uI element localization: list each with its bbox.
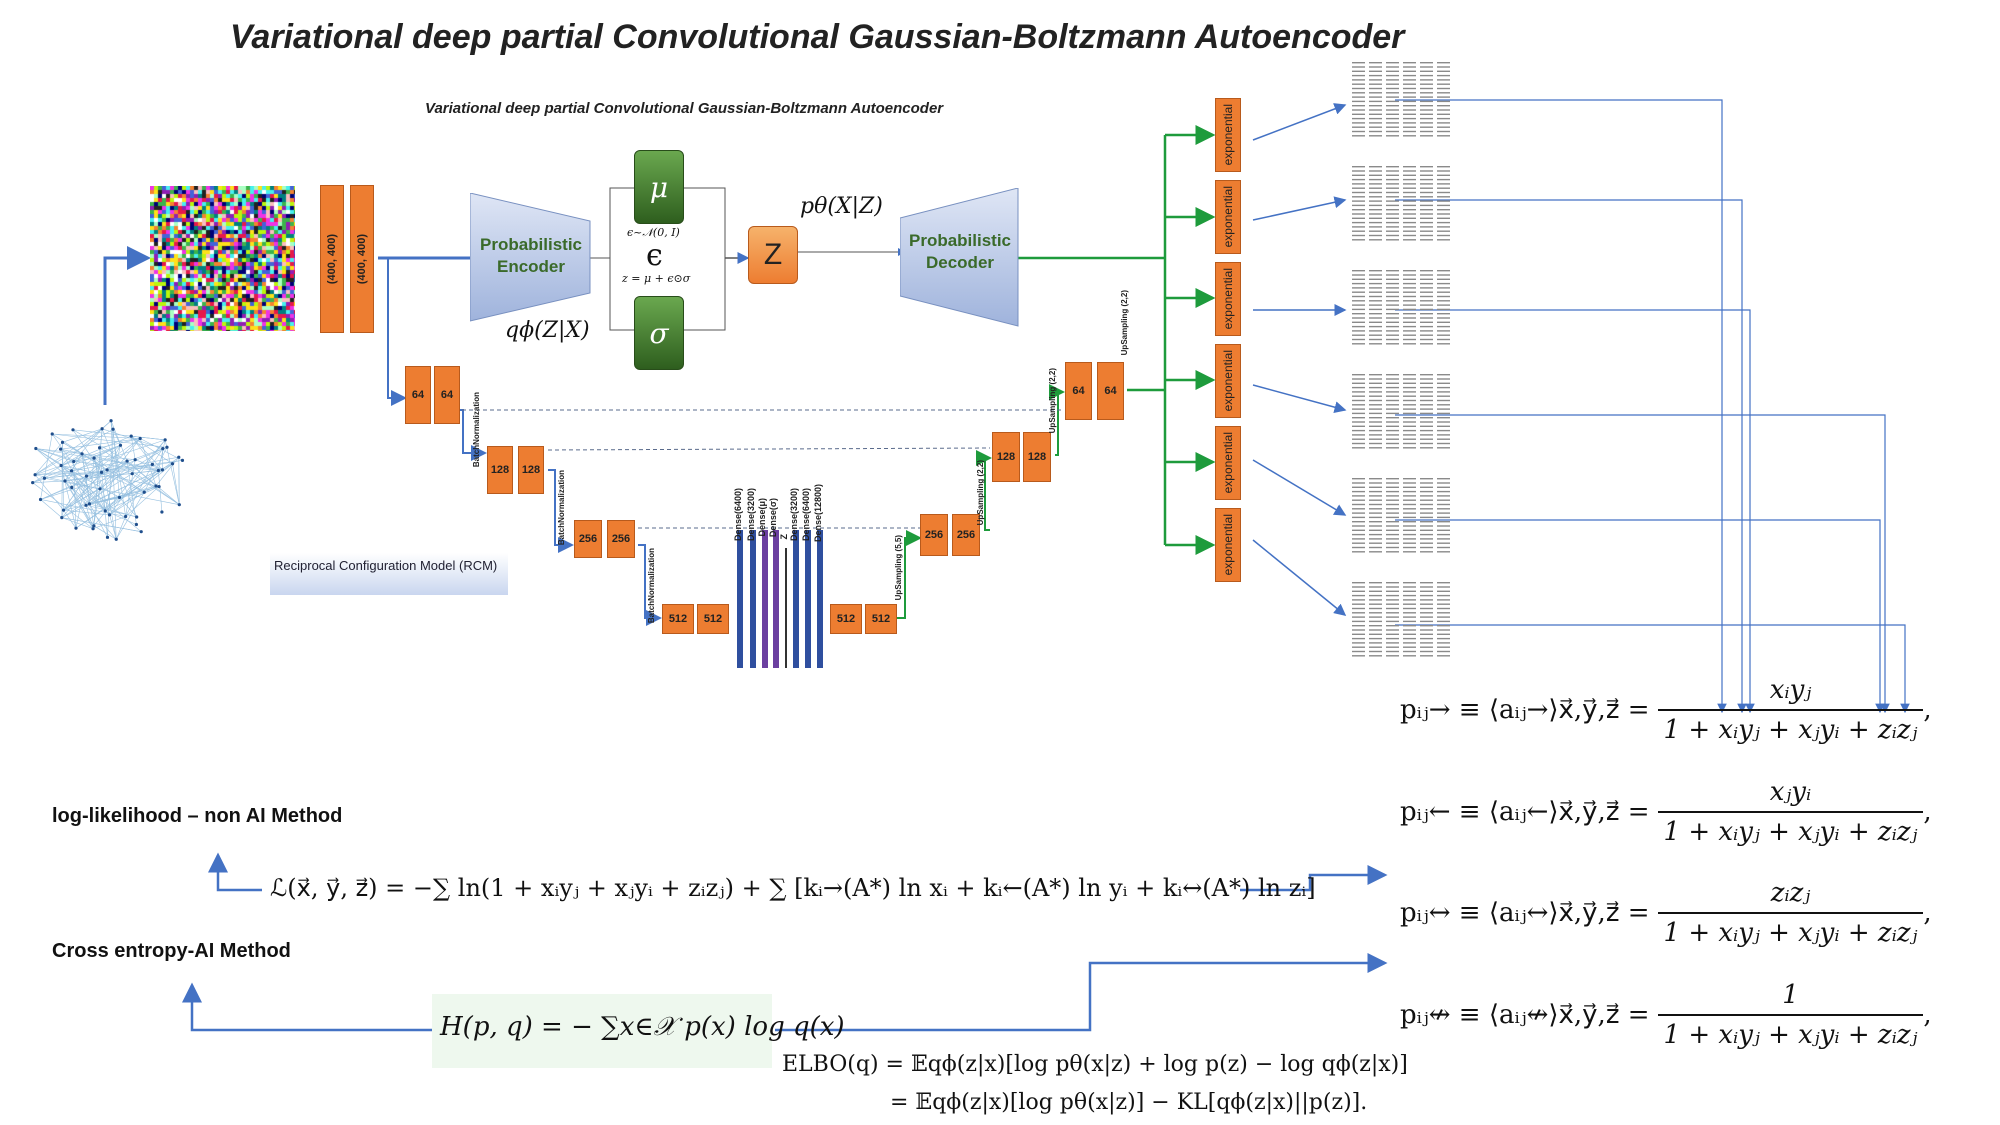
encoder-label: Probabilistic Encoder xyxy=(479,235,583,276)
unet-enc-block: 256 xyxy=(574,520,602,558)
exponential-box: exponential xyxy=(1215,508,1241,582)
reparam-label: z = μ + ϵ⊙σ xyxy=(622,272,691,285)
loglik-method-label: log-likelihood – non AI Method xyxy=(52,805,343,827)
dense-label: Dense(σ) xyxy=(768,498,778,538)
unet-enc-block: 256 xyxy=(607,520,635,558)
upsampling-label: UpSampling (2,2) xyxy=(1120,290,1129,356)
dense-bar xyxy=(805,530,811,668)
exponential-box: exponential xyxy=(1215,262,1241,336)
input-block: (400, 400) xyxy=(320,185,344,333)
epsilon-symbol: ϵ xyxy=(646,238,663,273)
p-theta-label: pθ(X|Z) xyxy=(800,194,883,219)
decoder-shape xyxy=(900,188,1019,327)
input-block: (400, 400) xyxy=(350,185,374,333)
dense-label: Dense(μ) xyxy=(757,498,767,537)
dense-bar xyxy=(762,530,768,668)
input-noise-image xyxy=(150,186,295,331)
elbo-line-1: ELBO(q) = 𝔼qϕ(z|x)[log pθ(x|z) + log p(z… xyxy=(782,1052,1408,1077)
unet-dec-block: 256 xyxy=(920,514,948,556)
prob-eq-in: pᵢⱼ← ≡ ⟨aᵢⱼ←⟩x⃗,y⃗,z⃗ = xⱼyᵢ 1 + xᵢyⱼ + x… xyxy=(1400,777,1932,847)
entropy-equation: H(p, q) = − ∑x∈𝒳 p(x) log q(x) xyxy=(440,1012,845,1042)
batchnorm-label: BatchNormalization xyxy=(647,548,656,624)
rcm-label: Reciprocal Configuration Model (RCM) xyxy=(270,553,508,595)
unet-enc-block: 512 xyxy=(697,604,729,634)
z-box: Z xyxy=(748,226,798,284)
dense-label: Z xyxy=(779,534,789,540)
decoder-label: Probabilistic Decoder xyxy=(908,231,1012,272)
unet-dec-block: 128 xyxy=(992,432,1020,482)
exponential-box: exponential xyxy=(1215,98,1241,172)
mu-box: μ xyxy=(634,150,684,224)
dense-label: Dense(3200) xyxy=(789,488,799,542)
upsampling-label: UpSampling (2,2) xyxy=(1048,368,1057,434)
epsilon-distribution: ϵ~𝒩(0, I) xyxy=(627,226,680,239)
dense-label: Dense(3200) xyxy=(746,488,756,542)
dense-label: Dense(6400) xyxy=(801,488,811,542)
sigma-box: σ xyxy=(634,296,684,370)
encoder-shape xyxy=(470,193,591,322)
unet-dec-block: 64 xyxy=(1097,362,1124,420)
unet-enc-block: 512 xyxy=(662,604,694,634)
unet-dec-block: 256 xyxy=(952,514,980,556)
prob-eq-out: pᵢⱼ→ ≡ ⟨aᵢⱼ→⟩x⃗,y⃗,z⃗ = xᵢyⱼ 1 + xᵢyⱼ + x… xyxy=(1400,675,1932,745)
main-title: Variational deep partial Convolutional G… xyxy=(230,18,1405,56)
unet-enc-block: 64 xyxy=(434,366,460,424)
batchnorm-label: BatchNormalization xyxy=(472,392,481,468)
unet-dec-block: 512 xyxy=(865,604,897,634)
q-phi-label: qϕ(Z|X) xyxy=(505,318,590,343)
prob-eq-recip: pᵢⱼ↔ ≡ ⟨aᵢⱼ↔⟩x⃗,y⃗,z⃗ = zᵢzⱼ 1 + xᵢyⱼ + x… xyxy=(1400,878,1932,948)
unet-enc-block: 128 xyxy=(518,446,544,494)
dense-label: Dense(12800) xyxy=(813,484,823,543)
dense-bar xyxy=(750,530,756,668)
network-graph xyxy=(31,419,185,541)
dense-bar xyxy=(793,530,799,668)
dense-bar xyxy=(785,548,787,668)
dense-bar xyxy=(817,530,823,668)
elbo-line-2: = 𝔼qϕ(z|x)[log pθ(x|z)] − KL[qϕ(z|x)||p(… xyxy=(890,1090,1368,1115)
unet-dec-block: 512 xyxy=(830,604,862,634)
entropy-background xyxy=(432,994,772,1068)
unet-dec-block: 128 xyxy=(1023,432,1051,482)
crossentropy-method-label: Cross entropy-AI Method xyxy=(52,940,291,962)
dense-bar xyxy=(773,530,779,668)
subtitle: Variational deep partial Convolutional G… xyxy=(425,100,944,117)
matrix-tables xyxy=(1352,62,1450,657)
exponential-box: exponential xyxy=(1215,426,1241,500)
dense-bar xyxy=(737,530,743,668)
unet-enc-block: 64 xyxy=(405,366,431,424)
upsampling-label: UpSampling (5,5) xyxy=(894,535,903,601)
batchnorm-label: BatchNormalization xyxy=(557,470,566,546)
dense-label: Dense(6400) xyxy=(733,488,743,542)
exponential-box: exponential xyxy=(1215,344,1241,418)
unet-enc-block: 128 xyxy=(487,446,513,494)
unet-dec-block: 64 xyxy=(1065,362,1092,420)
exponential-box: exponential xyxy=(1215,180,1241,254)
loglik-equation: ℒ(x⃗, y⃗, z⃗) = −∑ ln(1 + xᵢyⱼ + xⱼyᵢ + … xyxy=(270,874,1316,902)
upsampling-label: UpSampling (2,2) xyxy=(976,460,985,526)
